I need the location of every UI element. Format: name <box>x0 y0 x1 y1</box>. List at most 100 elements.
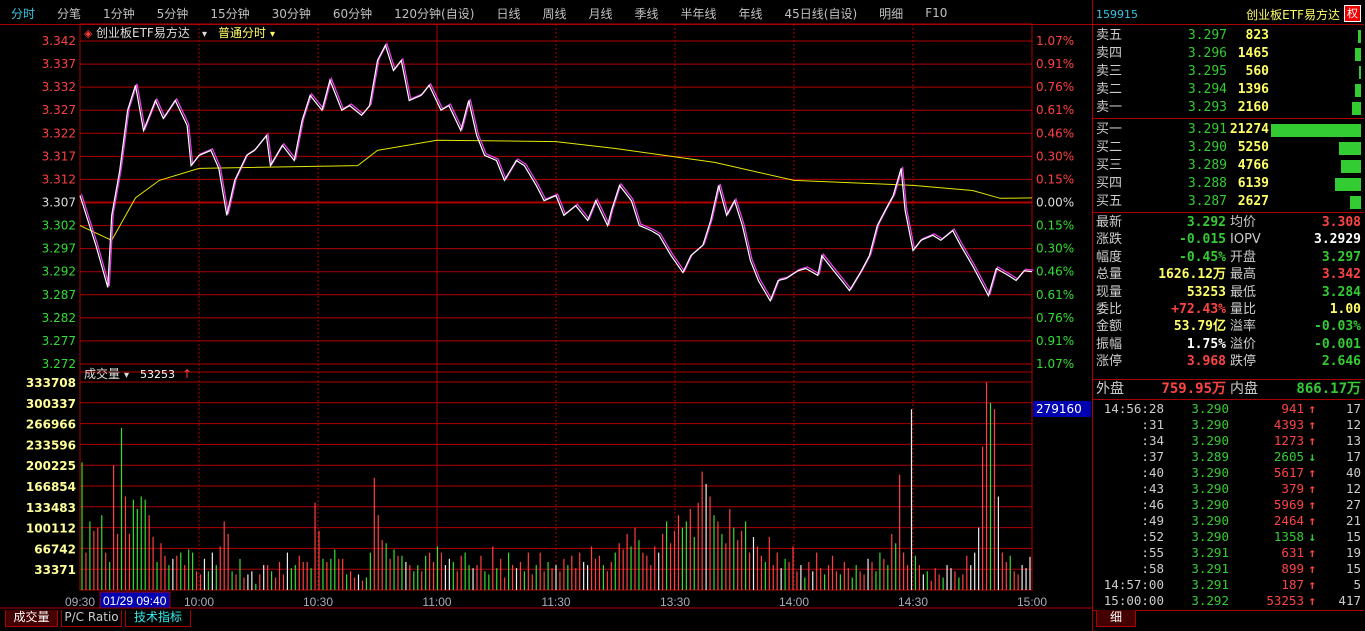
tab-indicators[interactable]: 技术指标 <box>125 610 191 627</box>
chart-mode-dropdown: 普通分时 <box>218 26 266 40</box>
level-volume: 1396 <box>1237 82 1269 97</box>
tick-row: :34 3.290 1273 ↑ 13 <box>1093 433 1364 449</box>
volume-tick-label: 100112 <box>26 522 76 536</box>
tick-count: 17 <box>1345 401 1361 416</box>
tab-detail[interactable]: 细 <box>1096 610 1136 627</box>
level-volume: 5250 <box>1237 140 1269 155</box>
volume-value: 53253 <box>140 368 175 381</box>
level-volume-bar <box>1354 48 1361 61</box>
level-label: 买四 <box>1096 176 1123 191</box>
rights-badge[interactable]: 权 <box>1344 5 1361 22</box>
tab-12[interactable]: 半年线 <box>680 6 717 21</box>
bid-level: 买五 3.287 2627 <box>1093 193 1364 211</box>
stat-label: 最高 <box>1230 267 1257 283</box>
tick-volume: 5617 <box>1273 465 1304 480</box>
level-volume-bar <box>1335 178 1361 191</box>
stat-label: 振幅 <box>1096 336 1123 352</box>
level-label: 卖一 <box>1096 100 1123 115</box>
tick-time: :34 <box>1141 433 1164 448</box>
tab-14[interactable]: 45日线(自设) <box>784 6 858 21</box>
tick-count: 13 <box>1345 433 1361 448</box>
arrow-up-icon: ↑ <box>1308 433 1316 448</box>
level-volume-bar <box>1338 142 1361 155</box>
tab-9[interactable]: 周线 <box>542 6 567 21</box>
stat-value: 1.00 <box>1329 302 1361 317</box>
outer-value: 759.95万 <box>1161 381 1226 397</box>
tick-row: :31 3.290 4393 ↑ 12 <box>1093 417 1364 433</box>
volume-tick-label: 166854 <box>26 480 76 494</box>
stat-row: 委比 +72.43% 量比 1.00 <box>1093 301 1364 318</box>
stat-label: 最新 <box>1096 215 1123 230</box>
tab-8[interactable]: 日线 <box>496 6 521 21</box>
stat-value: 2.646 <box>1321 354 1361 370</box>
tick-volume: 5969 <box>1273 497 1304 512</box>
tick-price: 3.290 <box>1191 481 1229 496</box>
price-tick-label: 3.312 <box>42 172 76 186</box>
arrow-up-icon: ↑ <box>1308 417 1316 432</box>
tab-volume[interactable]: 成交量 <box>5 610 58 627</box>
level-price: 3.287 <box>1187 194 1227 209</box>
price-tick-label: 3.282 <box>42 311 76 325</box>
arrow-down-icon: ↓ <box>1308 449 1316 464</box>
price-tick-label: 3.272 <box>42 357 76 371</box>
tab-11[interactable]: 季线 <box>634 6 659 21</box>
arrow-up-icon: ↑ <box>1308 545 1316 560</box>
stat-value: 3.342 <box>1321 267 1361 283</box>
tab-4[interactable]: 15分钟 <box>210 6 250 21</box>
volume-tick-label: 333708 <box>26 376 76 390</box>
level-volume: 2160 <box>1237 100 1269 115</box>
crosshair-volume: 279160 <box>1036 402 1082 416</box>
chevron-down-icon: ▾ <box>270 29 275 40</box>
stat-value: -0.45% <box>1179 249 1226 265</box>
arrow-up-icon: ↑ <box>1308 401 1316 416</box>
price-tick-label: 3.327 <box>42 103 76 117</box>
inner-value: 866.17万 <box>1296 381 1361 397</box>
level-volume: 2627 <box>1237 194 1269 209</box>
stat-value: 3.284 <box>1321 284 1361 300</box>
tab-5[interactable]: 30分钟 <box>271 6 311 21</box>
divider <box>1093 379 1364 380</box>
tab-pc-ratio[interactable]: P/C Ratio <box>61 610 122 627</box>
bid-level: 买二 3.290 5250 <box>1093 139 1364 157</box>
tick-count: 15 <box>1345 561 1361 576</box>
tab-3[interactable]: 5分钟 <box>156 6 189 21</box>
level-price: 3.293 <box>1187 100 1227 115</box>
arrow-up-icon: ↑ <box>182 367 192 381</box>
tick-volume: 379 <box>1281 481 1304 496</box>
tick-price: 3.290 <box>1191 529 1229 544</box>
level-volume: 1465 <box>1237 46 1269 61</box>
pct-tick-label: 0.00% <box>1036 196 1074 210</box>
time-tick-label: 10:00 <box>184 595 214 609</box>
tab-2[interactable]: 1分钟 <box>103 6 135 21</box>
ask-level: 卖二 3.294 1396 <box>1093 81 1364 99</box>
arrow-up-icon: ↑ <box>1308 465 1316 480</box>
pct-tick-label: 0.15% <box>1036 172 1074 186</box>
tab-16[interactable]: F10 <box>925 6 948 20</box>
ask-level: 卖一 3.293 2160 <box>1093 99 1364 117</box>
stat-row: 振幅 1.75% 溢价 -0.001 <box>1093 336 1364 353</box>
tab-10[interactable]: 月线 <box>588 6 613 21</box>
pct-tick-label: 0.91% <box>1036 57 1074 71</box>
tab-13[interactable]: 年线 <box>738 6 763 21</box>
tick-count: 5 <box>1353 577 1361 592</box>
tick-price: 3.291 <box>1191 577 1229 592</box>
tick-price: 3.290 <box>1191 513 1229 528</box>
tab-6[interactable]: 60分钟 <box>332 6 373 21</box>
pct-tick-label: 0.76% <box>1036 311 1074 325</box>
tab-1[interactable]: 分笔 <box>57 6 82 21</box>
level-volume-bar <box>1351 102 1361 115</box>
bid-level: 买三 3.289 4766 <box>1093 157 1364 175</box>
tick-price: 3.289 <box>1191 449 1229 464</box>
tick-count: 27 <box>1345 497 1361 512</box>
tab-0[interactable]: 分时 <box>11 6 36 21</box>
level-price: 3.291 <box>1187 122 1227 137</box>
tab-15[interactable]: 明细 <box>879 6 904 21</box>
divider <box>1093 118 1364 119</box>
price-tick-label: 3.322 <box>42 126 76 140</box>
ask-level: 卖五 3.297 823 <box>1093 27 1364 45</box>
level-volume: 4766 <box>1237 158 1269 173</box>
tab-7[interactable]: 120分钟(自设) <box>394 6 475 21</box>
intraday-chart[interactable]: 3.342 1.07% 3.337 0.91% 3.332 0.76% 3.327 0.61%… <box>0 0 1092 631</box>
stat-value: 3.292 <box>1186 215 1226 230</box>
level-volume-bar <box>1358 66 1361 79</box>
